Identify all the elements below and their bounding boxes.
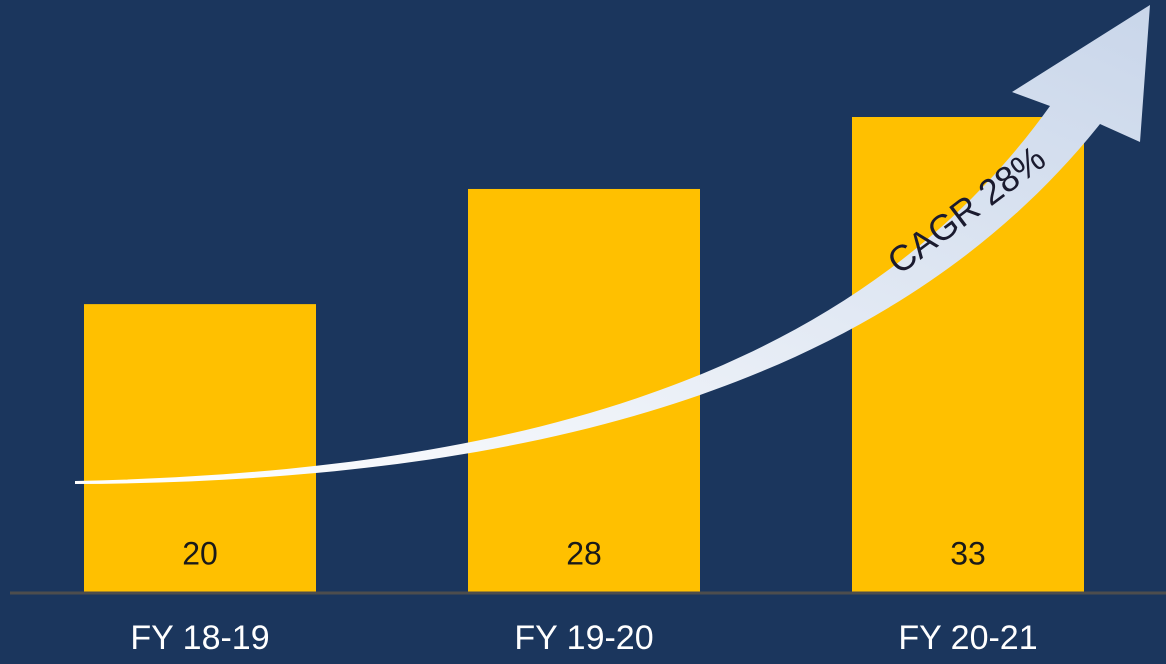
x-tick-label: FY 19-20 (514, 619, 653, 657)
value-label: 20 (182, 535, 218, 571)
bar (84, 304, 316, 592)
bar (852, 117, 1084, 592)
x-tick-label: FY 18-19 (130, 619, 269, 657)
growth-arrow (75, 5, 1150, 484)
x-tick-label: FY 20-21 (898, 619, 1037, 657)
bars (84, 117, 1084, 592)
value-label: 28 (566, 535, 602, 571)
value-label: 33 (950, 535, 986, 571)
